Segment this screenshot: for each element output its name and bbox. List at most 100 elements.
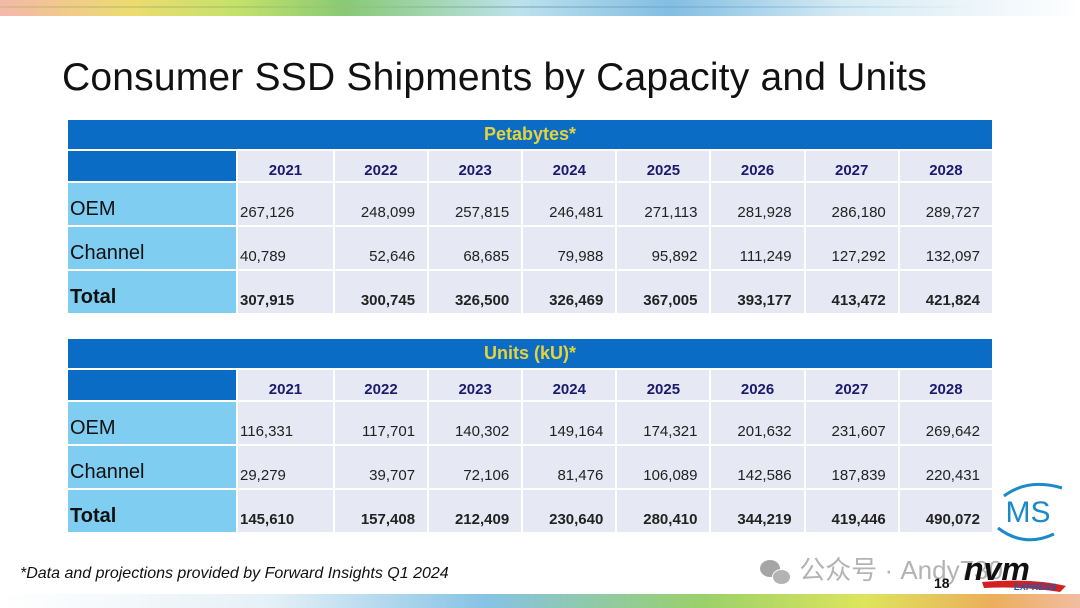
row-label: Total (68, 271, 236, 313)
table-banner-row: Units (kU)* (68, 339, 992, 368)
table-cell: 269,642 (899, 402, 992, 444)
table-cell: 95,892 (617, 227, 710, 269)
year-header: 2022 (334, 370, 428, 400)
wechat-icon (760, 559, 792, 586)
page-number: 18 (934, 575, 950, 591)
express-logo-text: EXPRESS (1014, 582, 1057, 592)
table-cell: 248,099 (334, 183, 428, 225)
year-header: 2028 (899, 151, 992, 181)
table-cell: 326,469 (523, 271, 616, 313)
table-row: Channel 29,279 39,707 72,106 81,476 106,089 14… (68, 446, 992, 488)
table-cell: 145,610 (238, 490, 333, 532)
year-header: 2025 (617, 151, 710, 181)
table-cell: 149,164 (523, 402, 616, 444)
table-cell: 246,481 (523, 183, 616, 225)
table-cell: 140,302 (429, 402, 522, 444)
year-header: 2024 (523, 151, 616, 181)
table-cell: 344,219 (711, 490, 804, 532)
watermark: 公众号 · Andy730 (760, 550, 1003, 587)
header-corner (68, 151, 236, 181)
header-corner (68, 370, 236, 400)
row-label: OEM (68, 183, 236, 225)
row-label: Channel (68, 446, 236, 488)
table-cell: 212,409 (429, 490, 522, 532)
table-cell: 300,745 (334, 271, 428, 313)
table-row: Channel 40,789 52,646 68,685 79,988 95,892 111… (68, 227, 992, 269)
nvm-logo-swoosh (982, 580, 1066, 592)
year-header-row: 2021 2022 2023 2024 2025 2026 2027 2028 (68, 151, 992, 181)
petabytes-table: Petabytes* 2021 2022 2023 2024 2025 2026 2027 20… (66, 118, 994, 315)
table-row: OEM 116,331 117,701 140,302 149,164 174,321 20… (68, 402, 992, 444)
table-banner: Units (kU)* (68, 339, 992, 368)
table-cell: 257,815 (429, 183, 522, 225)
table-cell: 421,824 (899, 271, 992, 313)
table-banner-row: Petabytes* (68, 120, 992, 149)
bottom-decorative-stripe (0, 594, 1080, 608)
year-header: 2022 (334, 151, 428, 181)
table-cell: 281,928 (711, 183, 804, 225)
nvm-express-logo: nvm EXPRESS (964, 552, 1066, 592)
table-row: OEM 267,126 248,099 257,815 246,481 271,113 28… (68, 183, 992, 225)
ms-logo-arc-bottom (997, 526, 1055, 542)
table-cell: 142,586 (711, 446, 804, 488)
table-cell: 271,113 (617, 183, 710, 225)
table-cell: 289,727 (899, 183, 992, 225)
table-cell: 79,988 (523, 227, 616, 269)
row-label: Channel (68, 227, 236, 269)
table-cell: 52,646 (334, 227, 428, 269)
table-cell: 231,607 (805, 402, 898, 444)
table-cell: 230,640 (523, 490, 616, 532)
table-cell: 157,408 (334, 490, 428, 532)
table-cell: 40,789 (238, 227, 333, 269)
table-banner: Petabytes* (68, 120, 992, 149)
table-cell: 490,072 (899, 490, 992, 532)
table-cell: 127,292 (805, 227, 898, 269)
table-cell: 111,249 (711, 227, 804, 269)
ms-logo: MS (997, 482, 1063, 542)
table-cell: 367,005 (617, 271, 710, 313)
top-decorative-stripe (0, 0, 1080, 16)
table-cell: 72,106 (429, 446, 522, 488)
table-cell: 116,331 (238, 402, 333, 444)
year-header: 2028 (899, 370, 992, 400)
year-header: 2023 (429, 370, 522, 400)
table-cell: 220,431 (899, 446, 992, 488)
table-row: Total 307,915 300,745 326,500 326,469 367,005… (68, 271, 992, 313)
units-table: Units (kU)* 2021 2022 2023 2024 2025 2026 2027 2… (66, 337, 994, 534)
year-header: 2027 (805, 151, 898, 181)
table-cell: 267,126 (238, 183, 333, 225)
table-cell: 307,915 (238, 271, 333, 313)
ms-logo-text: MS (1006, 496, 1051, 529)
table-cell: 29,279 (238, 446, 333, 488)
table-cell: 117,701 (334, 402, 428, 444)
slide-title: Consumer SSD Shipments by Capacity and U… (62, 56, 928, 99)
table-row: Total 145,610 157,408 212,409 230,640 280,410… (68, 490, 992, 532)
year-header: 2021 (238, 151, 333, 181)
year-header: 2027 (805, 370, 898, 400)
table-cell: 106,089 (617, 446, 710, 488)
ms-logo-arc-top (1003, 482, 1063, 498)
year-header: 2023 (429, 151, 522, 181)
table-cell: 132,097 (899, 227, 992, 269)
year-header: 2026 (711, 151, 804, 181)
row-label: OEM (68, 402, 236, 444)
year-header: 2025 (617, 370, 710, 400)
table-cell: 419,446 (805, 490, 898, 532)
table-cell: 413,472 (805, 271, 898, 313)
table-cell: 280,410 (617, 490, 710, 532)
year-header: 2021 (238, 370, 333, 400)
table-cell: 326,500 (429, 271, 522, 313)
year-header: 2026 (711, 370, 804, 400)
table-cell: 201,632 (711, 402, 804, 444)
table-cell: 393,177 (711, 271, 804, 313)
row-label: Total (68, 490, 236, 532)
year-header: 2024 (523, 370, 616, 400)
watermark-text: 公众号 · Andy730 (799, 555, 1003, 585)
table-cell: 286,180 (805, 183, 898, 225)
table-cell: 174,321 (617, 402, 710, 444)
year-header-row: 2021 2022 2023 2024 2025 2026 2027 2028 (68, 370, 992, 400)
table-cell: 68,685 (429, 227, 522, 269)
table-cell: 187,839 (805, 446, 898, 488)
footnote: *Data and projections provided by Forwar… (20, 565, 449, 582)
table-cell: 81,476 (523, 446, 616, 488)
